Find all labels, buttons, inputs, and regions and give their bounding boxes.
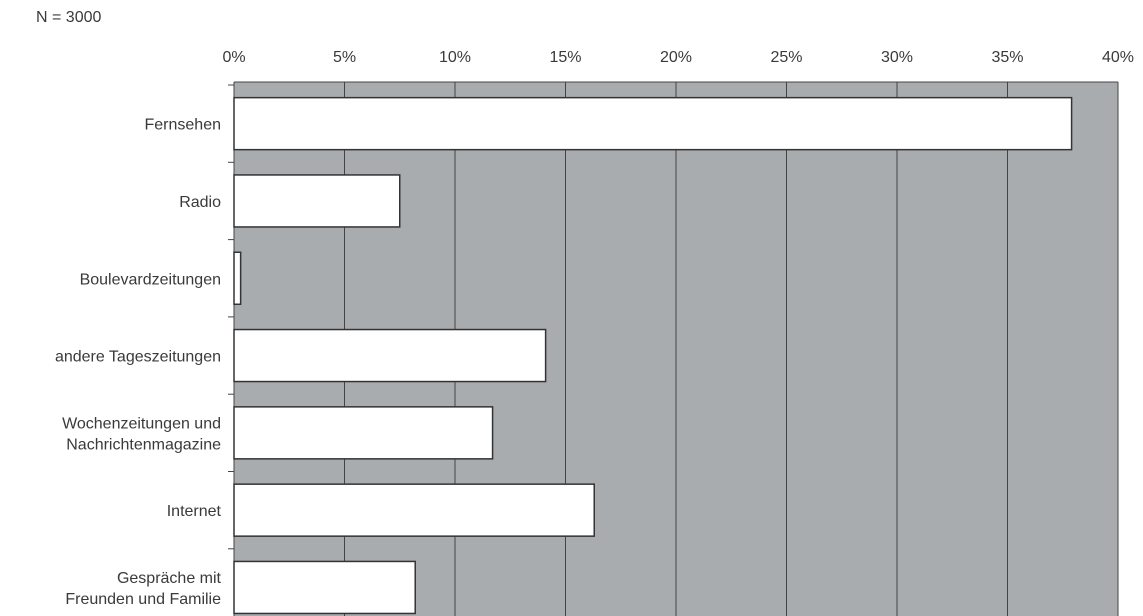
- category-label: Wochenzeitungen und: [62, 415, 221, 432]
- bar: [233, 483, 595, 537]
- x-tick-label: 0%: [222, 49, 245, 66]
- category-label: Radio: [179, 194, 221, 211]
- bar: [233, 328, 547, 383]
- x-tick-label: 15%: [549, 49, 581, 66]
- category-label: Boulevardzeitungen: [80, 271, 221, 288]
- x-tick-label: 5%: [333, 49, 356, 66]
- category-label: Fernsehen: [145, 117, 222, 134]
- bar: [233, 406, 494, 460]
- x-tick-label: 25%: [770, 49, 802, 66]
- category-label: Internet: [167, 503, 222, 520]
- bar: [233, 251, 242, 305]
- x-tick-label: 10%: [439, 49, 471, 66]
- category-label: andere Tageszeitungen: [55, 349, 221, 366]
- category-label: Nachrichtenmagazine: [66, 436, 221, 453]
- x-tick-label: 20%: [660, 49, 692, 66]
- bar: [233, 174, 401, 228]
- bar: [233, 560, 416, 615]
- category-label: Gespräche mit: [117, 570, 222, 587]
- x-tick-label: 40%: [1102, 49, 1134, 66]
- x-tick-label: 35%: [991, 49, 1023, 66]
- bar: [233, 96, 1073, 151]
- category-label: Freunden und Familie: [65, 591, 221, 608]
- x-tick-label: 30%: [881, 49, 913, 66]
- sample-size-note: N = 3000: [36, 9, 102, 26]
